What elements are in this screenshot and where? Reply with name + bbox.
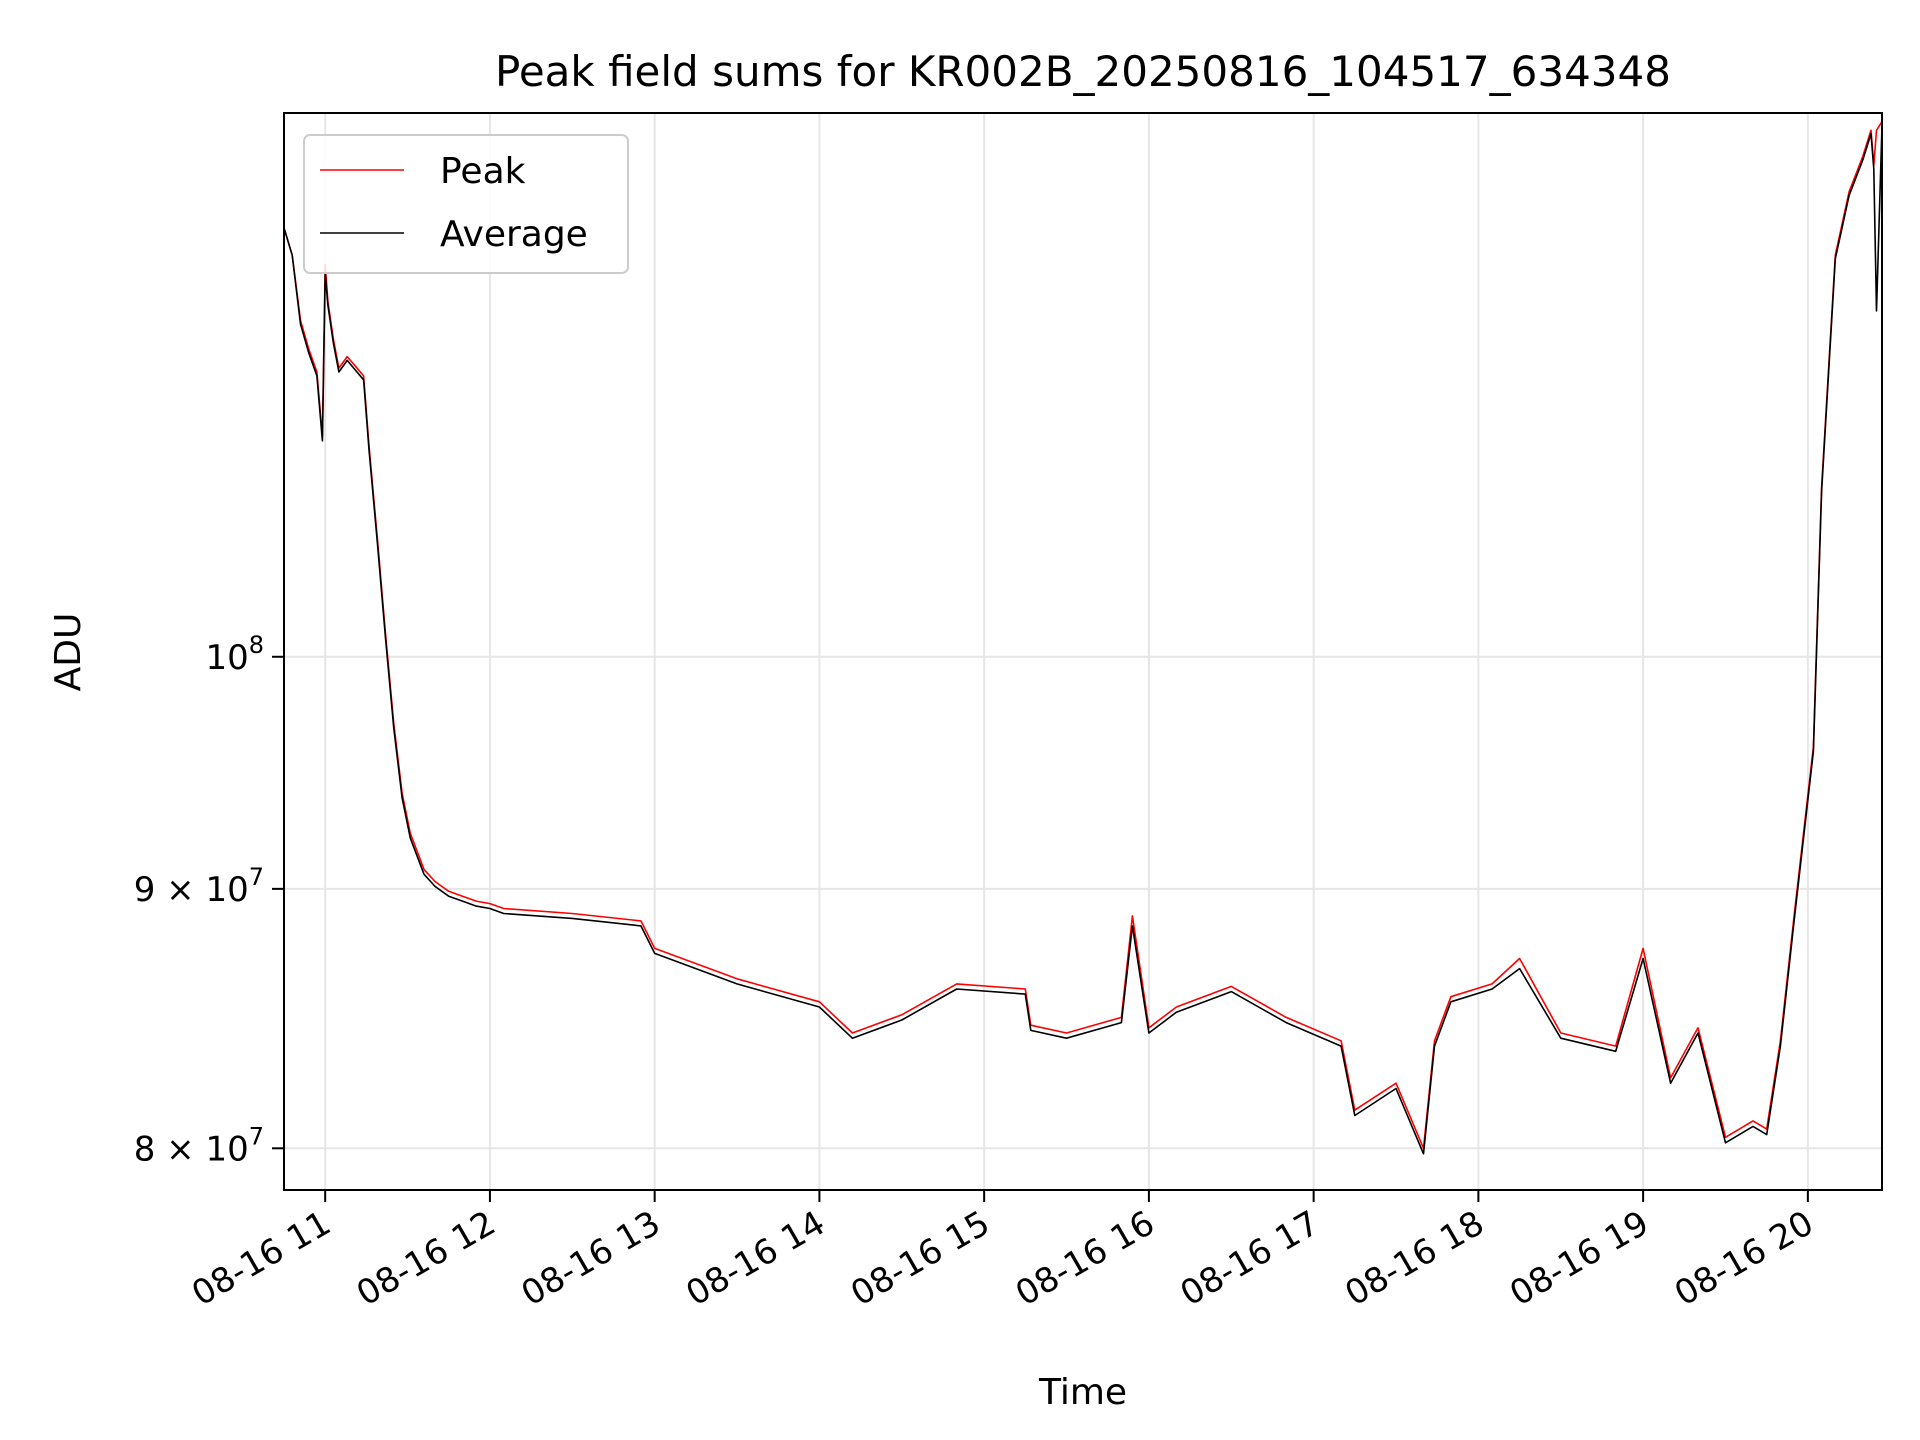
- y-tick-label: 8 × 107: [134, 1122, 264, 1169]
- series-line-peak: [283, 121, 1883, 1150]
- x-axis-label: Time: [1038, 1372, 1127, 1413]
- chart-title: Peak field sums for KR002B_20250816_1045…: [495, 47, 1671, 96]
- legend-label-average: Average: [440, 214, 588, 255]
- y-tick-label: 9 × 107: [134, 863, 264, 910]
- series-lines: [283, 121, 1883, 1155]
- legend: Peak Average: [303, 134, 629, 274]
- y-axis-label: ADU: [48, 613, 89, 692]
- legend-label-peak: Peak: [440, 151, 526, 192]
- series-line-average: [283, 125, 1883, 1155]
- grid: [284, 113, 1882, 1190]
- plot-frame: [283, 112, 1883, 1191]
